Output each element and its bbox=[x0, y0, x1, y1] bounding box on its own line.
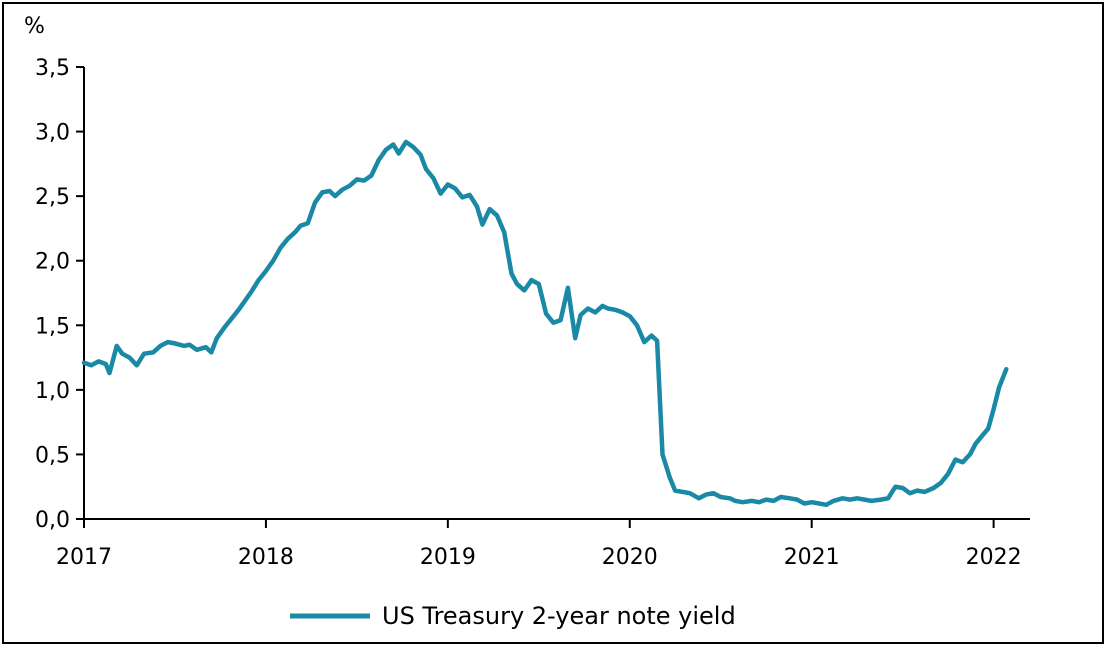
y-axis: 0,0 0,5 1,0 1,5 2,0 2,5 3,0 3,5 bbox=[35, 56, 85, 533]
legend-label: US Treasury 2-year note yield bbox=[382, 602, 736, 630]
x-tick-label: 2021 bbox=[784, 545, 840, 570]
series-line-us-treasury-2y bbox=[81, 139, 1009, 508]
y-tick-label: 2,5 bbox=[35, 185, 70, 210]
x-tick-label: 2022 bbox=[966, 545, 1022, 570]
series-layer bbox=[81, 139, 1009, 508]
y-tick-label: 3,0 bbox=[35, 121, 70, 146]
y-tick-label: 2,0 bbox=[35, 250, 70, 275]
y-tick-label: 1,0 bbox=[35, 379, 70, 404]
x-axis: 2017 2018 2019 2020 2021 2022 bbox=[56, 518, 1030, 570]
y-tick-label: 3,5 bbox=[35, 56, 70, 81]
legend: US Treasury 2-year note yield bbox=[290, 602, 736, 630]
y-tick-label: 1,5 bbox=[35, 314, 70, 339]
x-tick-label: 2019 bbox=[420, 545, 476, 570]
y-axis-unit-label: % bbox=[24, 14, 45, 39]
y-tick-label: 0,5 bbox=[35, 443, 70, 468]
y-tick-label: 0,0 bbox=[35, 508, 70, 533]
x-tick-label: 2020 bbox=[602, 545, 658, 570]
x-tick-label: 2017 bbox=[56, 545, 112, 570]
x-tick-label: 2018 bbox=[238, 545, 294, 570]
